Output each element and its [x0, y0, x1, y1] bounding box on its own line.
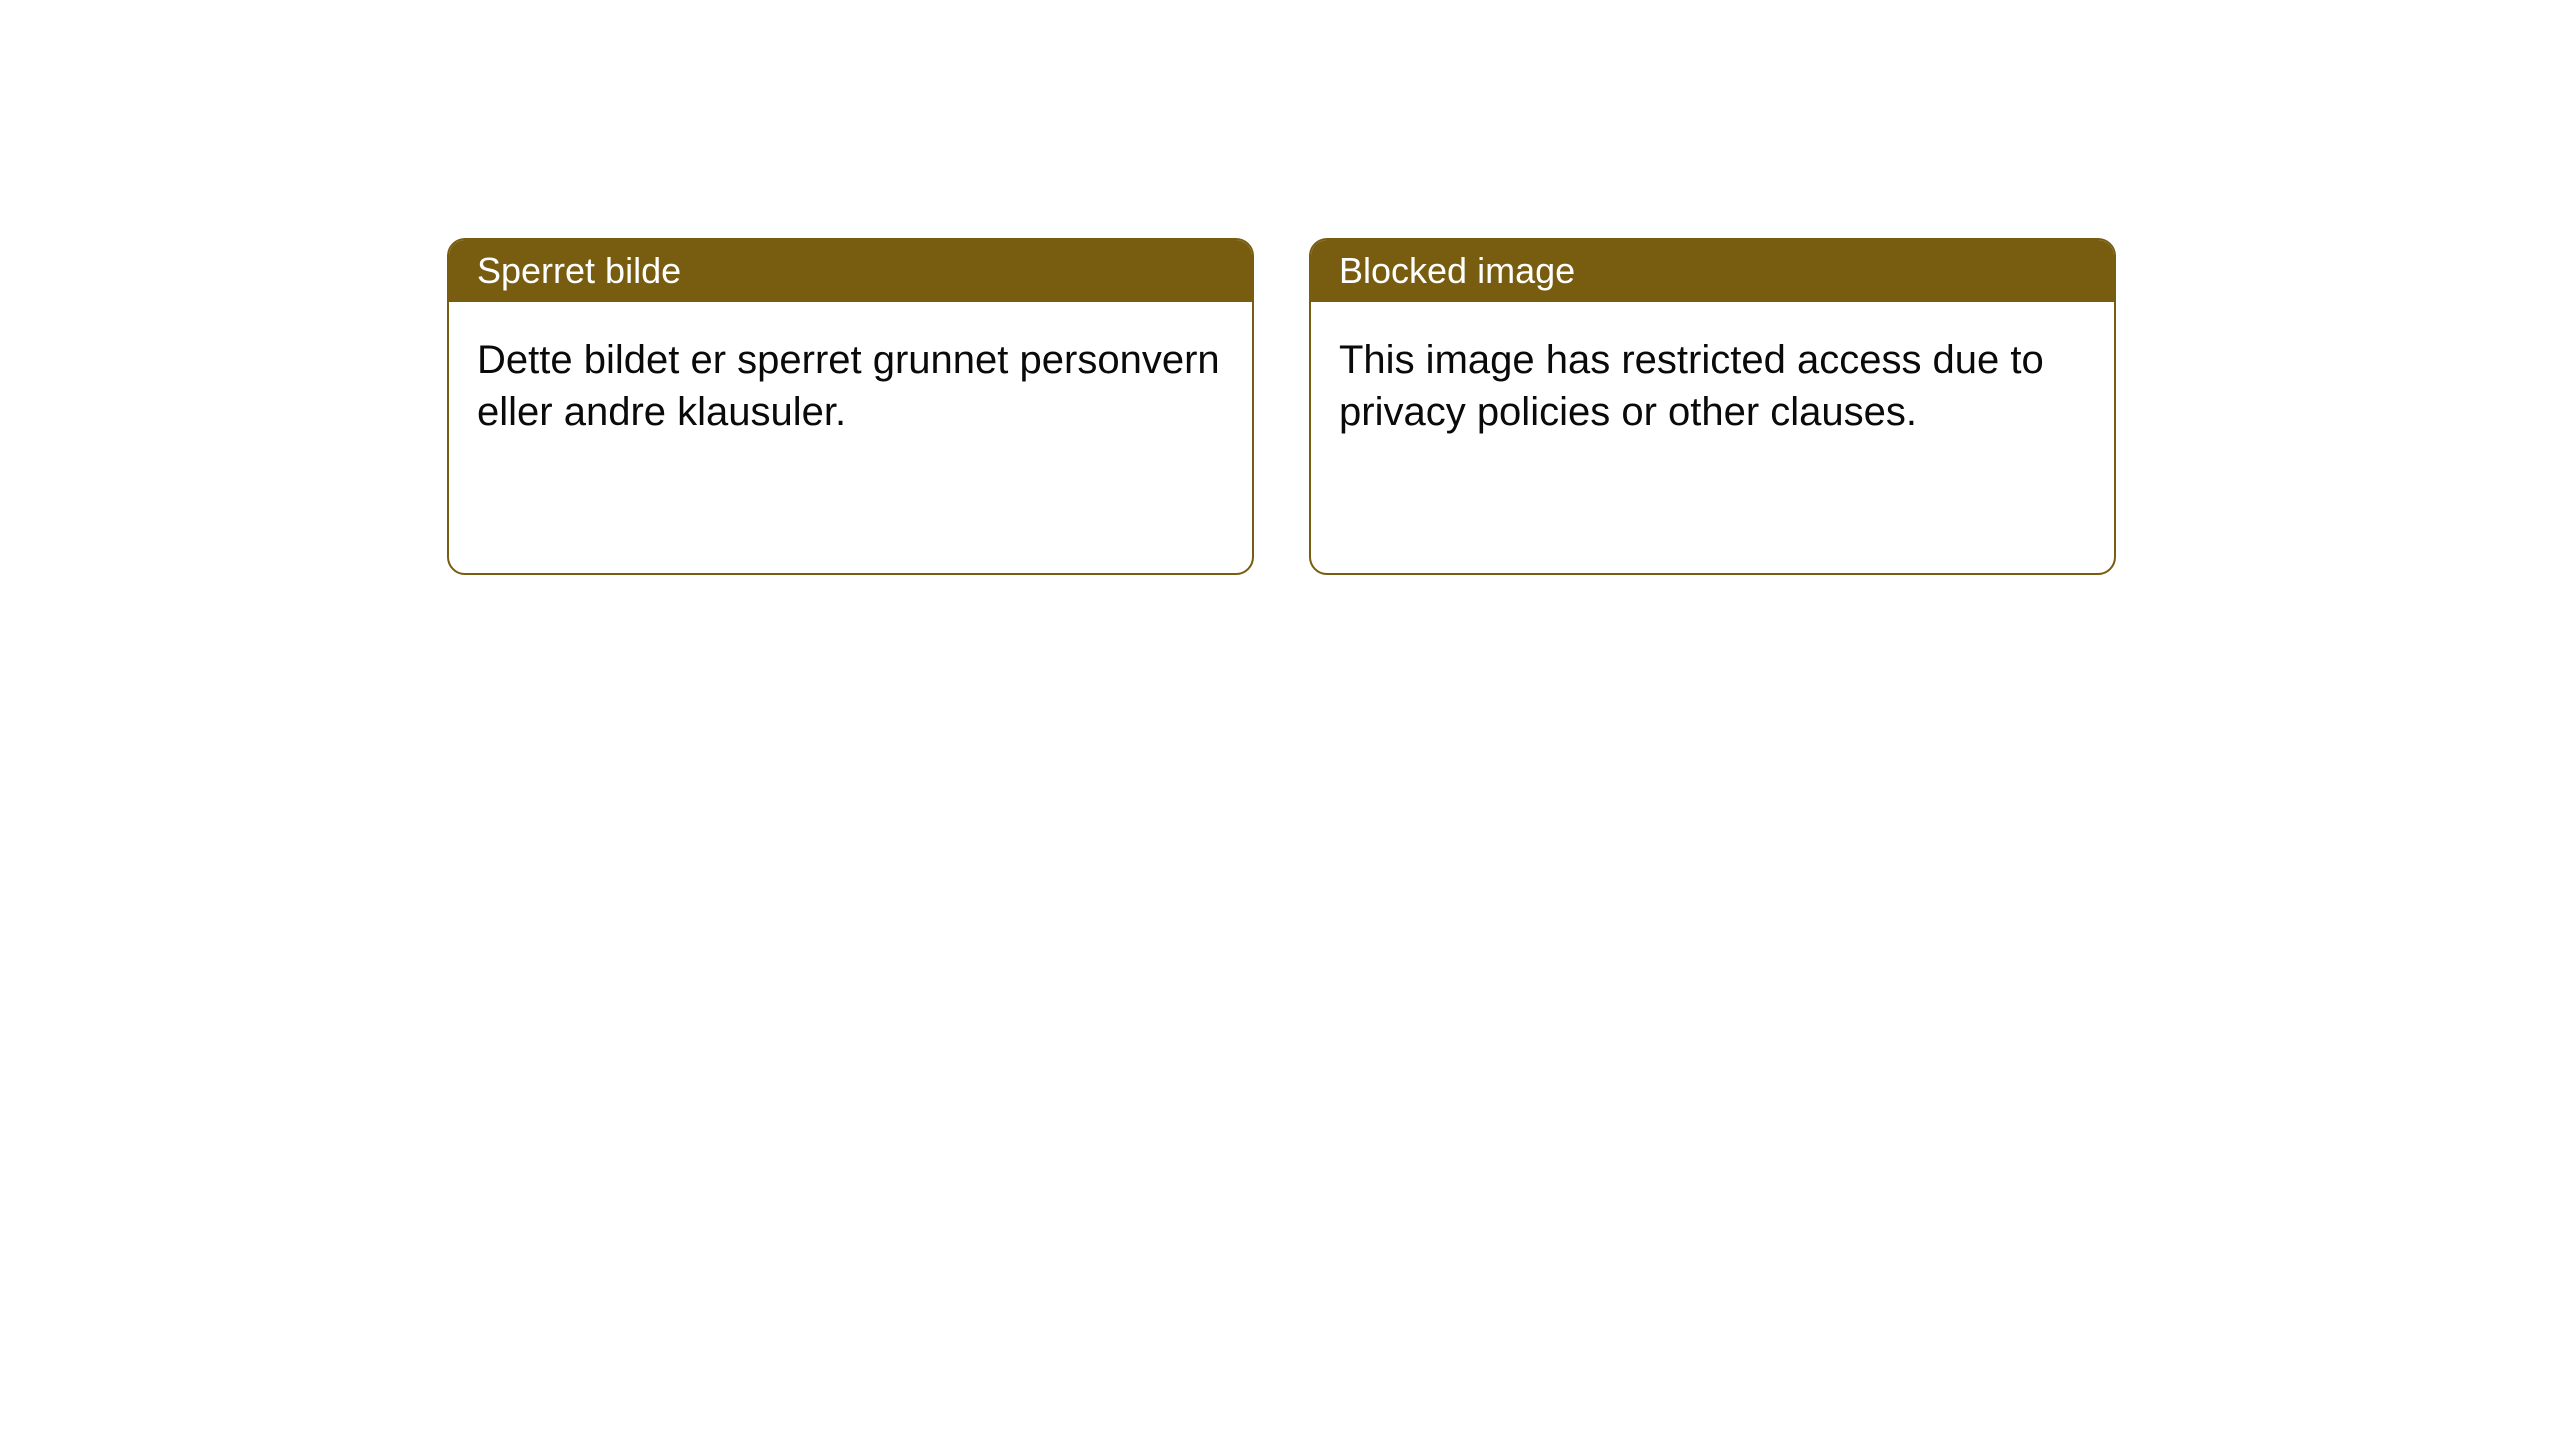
notice-text-norwegian: Dette bildet er sperret grunnet personve… — [477, 338, 1220, 434]
notice-title-norwegian: Sperret bilde — [477, 250, 681, 292]
notice-box-english: Blocked image This image has restricted … — [1309, 238, 2116, 575]
notice-header-english: Blocked image — [1311, 240, 2114, 302]
notice-body-english: This image has restricted access due to … — [1311, 302, 2114, 470]
notice-body-norwegian: Dette bildet er sperret grunnet personve… — [449, 302, 1252, 470]
notice-box-norwegian: Sperret bilde Dette bildet er sperret gr… — [447, 238, 1254, 575]
notice-header-norwegian: Sperret bilde — [449, 240, 1252, 302]
notice-container: Sperret bilde Dette bildet er sperret gr… — [447, 238, 2116, 575]
notice-text-english: This image has restricted access due to … — [1339, 338, 2044, 434]
notice-title-english: Blocked image — [1339, 250, 1575, 292]
